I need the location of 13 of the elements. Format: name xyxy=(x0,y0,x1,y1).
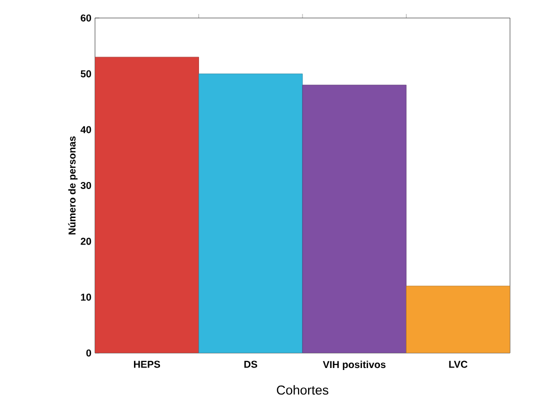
x-tick-label: VIH positivos xyxy=(322,360,386,370)
y-tick-label: 0 xyxy=(86,349,92,357)
y-axis-title: Número de personas xyxy=(68,136,78,234)
y-tick-label: 50 xyxy=(80,70,92,78)
y-tick-label: 30 xyxy=(80,182,92,190)
x-tick-label: LVC xyxy=(449,360,468,368)
x-tick-label: DS xyxy=(244,360,258,368)
x-axis-title: Cohortes xyxy=(276,385,328,395)
y-tick-label: 40 xyxy=(80,126,92,134)
y-tick-label: 20 xyxy=(80,238,92,245)
y-tick-label: 10 xyxy=(81,294,92,301)
y-tick-label: 60 xyxy=(80,14,92,22)
x-tick-label: HEPS xyxy=(134,360,160,368)
